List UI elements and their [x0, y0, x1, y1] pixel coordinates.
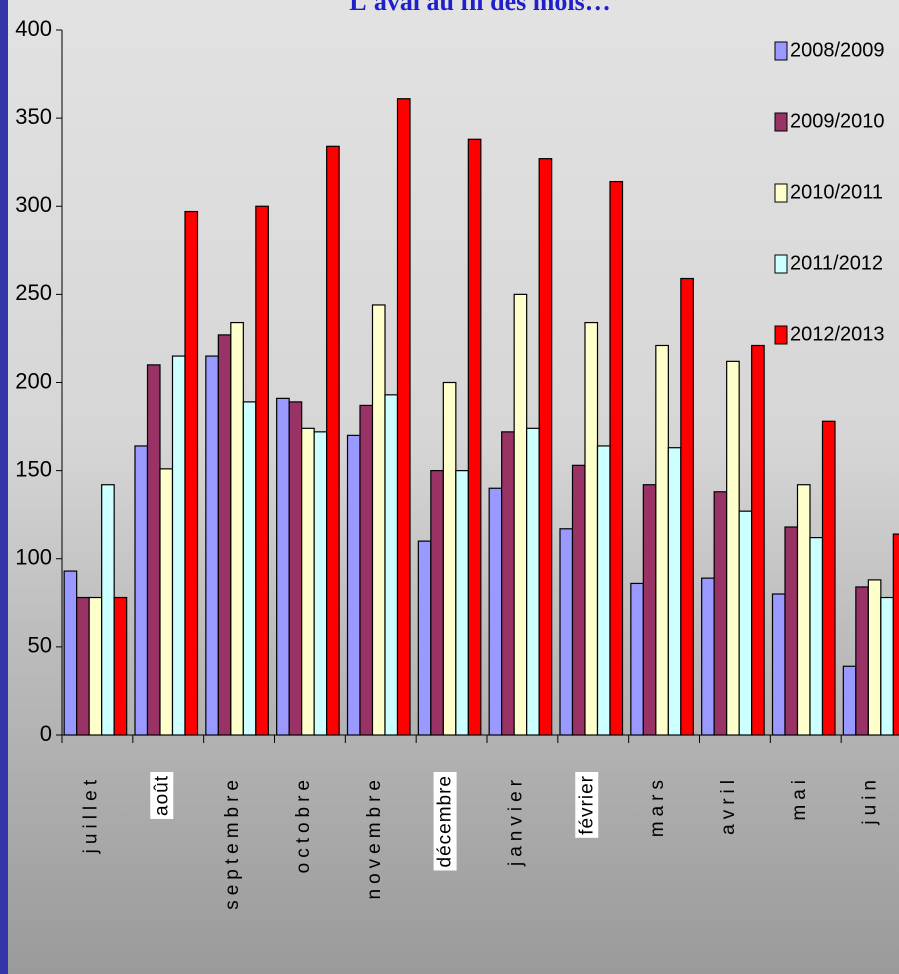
bar — [430, 470, 444, 736]
bar — [417, 540, 432, 736]
bar — [396, 98, 411, 736]
x-tick-label: août — [151, 775, 172, 816]
bar — [892, 533, 899, 736]
bar — [501, 431, 515, 736]
legend-label: 2008/2009 — [790, 39, 885, 61]
bar — [134, 445, 149, 736]
bar — [526, 427, 540, 736]
bar — [371, 304, 386, 736]
bar — [738, 510, 753, 736]
bar — [230, 321, 244, 736]
bar — [726, 360, 740, 736]
y-tick-label: 100 — [15, 545, 52, 570]
x-tick-label: avril — [718, 775, 739, 835]
bar — [701, 577, 715, 736]
bar — [667, 447, 682, 736]
bar — [809, 536, 824, 736]
bar — [680, 277, 694, 736]
chart-title: L'aval au fil des mois… — [349, 0, 610, 16]
bar — [76, 596, 90, 736]
bar — [771, 593, 786, 736]
y-tick-label: 50 — [28, 633, 52, 658]
bar — [217, 334, 232, 736]
y-tick-label: 250 — [15, 280, 52, 305]
y-tick-label: 350 — [15, 104, 52, 129]
legend-label: 2010/2011 — [790, 181, 883, 203]
bar — [255, 205, 269, 736]
bar — [880, 596, 894, 736]
bar — [159, 468, 174, 736]
label-bg — [150, 772, 174, 819]
x-tick-label: mai — [789, 775, 810, 821]
x-tick-label: février — [576, 775, 597, 835]
bar — [346, 434, 361, 736]
bar — [596, 445, 611, 736]
bar — [513, 293, 528, 736]
bar — [146, 364, 161, 736]
bar — [276, 397, 290, 736]
x-tick-label: novembre — [364, 775, 385, 900]
y-tick-label: 300 — [15, 192, 52, 217]
bar — [101, 484, 115, 736]
bar — [784, 526, 799, 736]
bar — [313, 431, 328, 736]
legend-swatch — [774, 183, 788, 203]
legend-label: 2011/2012 — [790, 252, 883, 274]
bar — [796, 484, 811, 736]
bar — [171, 355, 186, 736]
bar — [205, 355, 219, 736]
bar — [63, 570, 78, 736]
bar — [642, 484, 657, 736]
bar — [288, 401, 303, 736]
bar — [855, 586, 869, 736]
bar — [326, 145, 340, 736]
legend-label: 2012/2013 — [790, 323, 885, 345]
y-tick-label: 150 — [15, 456, 52, 481]
bar — [713, 491, 728, 736]
bar — [88, 596, 103, 736]
legend-swatch — [774, 41, 788, 61]
x-tick-label: janvier — [505, 775, 526, 867]
x-tick-label: septembre — [222, 775, 243, 910]
bar — [359, 404, 374, 736]
bar — [842, 665, 857, 736]
y-tick-label: 200 — [15, 368, 52, 393]
label-bg — [575, 772, 599, 838]
bar — [301, 427, 315, 736]
left-border — [0, 0, 8, 974]
x-tick-label: mars — [647, 775, 668, 837]
x-tick-label: juin — [860, 775, 881, 826]
bar — [751, 344, 765, 736]
legend-swatch — [774, 325, 788, 345]
legend-swatch — [774, 254, 788, 274]
bar — [867, 579, 882, 736]
bar — [242, 401, 257, 736]
bar — [488, 487, 503, 736]
bar — [384, 394, 399, 736]
legend-swatch — [774, 112, 788, 132]
bar — [821, 420, 836, 736]
x-tick-label: décembre — [435, 775, 456, 868]
bar — [559, 528, 574, 736]
bar — [571, 464, 586, 736]
y-tick-label: 0 — [40, 721, 52, 746]
legend-label: 2009/2010 — [790, 110, 885, 132]
bar — [655, 344, 669, 736]
bar — [467, 138, 482, 736]
bar — [630, 582, 644, 736]
bar — [455, 470, 469, 736]
y-tick-label: 400 — [15, 16, 52, 41]
x-tick-label: octobre — [293, 775, 314, 873]
bar — [442, 381, 457, 736]
x-tick-label: juillet — [80, 775, 101, 854]
bar — [184, 210, 199, 736]
label-bg — [433, 772, 457, 871]
bar — [584, 321, 599, 736]
bar — [609, 180, 624, 736]
bar — [113, 596, 128, 736]
bar — [538, 158, 553, 736]
